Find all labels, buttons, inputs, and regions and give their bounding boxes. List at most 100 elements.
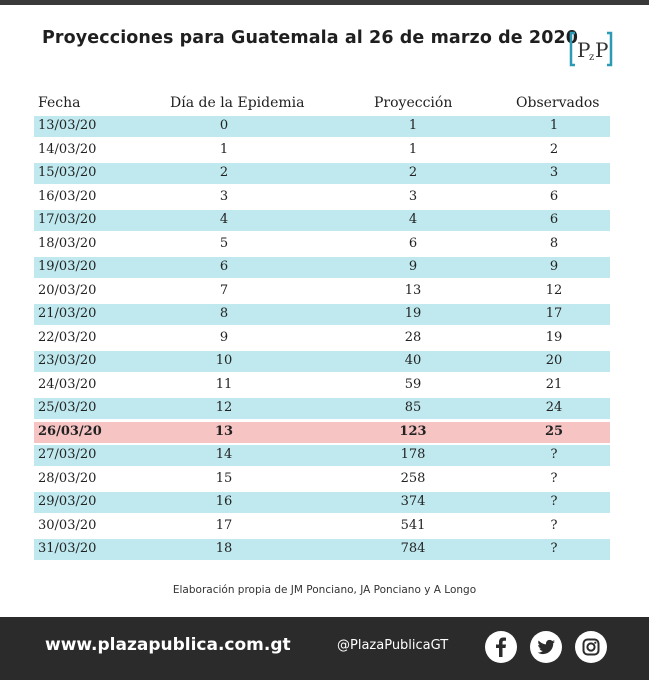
table-row: 15/03/20 2 2 3 <box>34 163 610 184</box>
cell-proyeccion: 2 <box>408 165 418 180</box>
table-row: 22/03/20 9 28 19 <box>34 328 610 349</box>
cell-proyeccion: 1 <box>408 141 418 157</box>
cell-observados: ? <box>550 517 558 533</box>
table-row: 21/03/20 8 19 17 <box>34 304 610 325</box>
table-row: 19/03/20 6 9 9 <box>34 257 610 278</box>
cell-fecha: 24/03/20 <box>38 376 97 392</box>
cell-fecha: 13/03/20 <box>38 118 97 133</box>
svg-text:P: P <box>577 38 590 62</box>
cell-observados: 20 <box>545 353 563 368</box>
credit-text: Elaboración propia de JM Ponciano, JA Po… <box>172 584 477 596</box>
cell-observados: 1 <box>549 118 559 133</box>
plaza-publica-logo[interactable]: P z P <box>569 31 613 67</box>
top-strip <box>0 0 649 5</box>
cell-fecha: 27/03/20 <box>38 447 97 462</box>
table-row: 17/03/20 4 4 6 <box>34 210 610 231</box>
svg-text:P: P <box>595 38 608 62</box>
cell-fecha: 17/03/20 <box>38 212 97 227</box>
cell-dia: 15 <box>215 470 233 486</box>
cell-fecha: 21/03/20 <box>38 306 97 321</box>
cell-dia: 1 <box>219 141 229 157</box>
instagram-icon[interactable] <box>575 631 607 663</box>
cell-proyeccion: 28 <box>404 329 422 345</box>
cell-observados: ? <box>550 470 558 486</box>
cell-dia: 2 <box>219 165 229 180</box>
projection-table: Fecha Día de la Epidemia Proyección Obse… <box>34 92 610 563</box>
cell-fecha: 22/03/20 <box>38 329 97 345</box>
table-row: 18/03/20 5 6 8 <box>34 234 610 255</box>
cell-fecha: 18/03/20 <box>38 235 97 251</box>
cell-fecha: 20/03/20 <box>38 282 97 298</box>
table-row: 16/03/20 3 3 6 <box>34 187 610 208</box>
cell-observados: 21 <box>545 376 563 392</box>
cell-dia: 13 <box>214 423 234 439</box>
cell-dia: 9 <box>219 329 229 345</box>
table-row: 28/03/20 15 258? <box>34 469 610 490</box>
cell-fecha: 19/03/20 <box>38 259 97 274</box>
cell-dia: 14 <box>215 447 233 462</box>
cell-observados: 25 <box>544 423 564 439</box>
cell-observados: 17 <box>545 306 563 321</box>
table-row: 30/03/20 17 541? <box>34 516 610 537</box>
cell-observados: 3 <box>549 165 559 180</box>
cell-dia: 0 <box>219 118 229 133</box>
table-row: 27/03/20 14 178? <box>34 445 610 466</box>
cell-proyeccion: 178 <box>400 447 426 462</box>
cell-dia: 18 <box>215 541 233 556</box>
cell-proyeccion: 784 <box>400 541 426 556</box>
cell-observados: ? <box>550 494 558 509</box>
cell-dia: 10 <box>215 353 233 368</box>
cell-fecha: 30/03/20 <box>38 517 97 533</box>
cell-dia: 11 <box>215 376 233 392</box>
table-row: 14/03/20 1 1 2 <box>34 140 610 161</box>
cell-observados: 9 <box>549 259 559 274</box>
cell-dia: 4 <box>219 212 229 227</box>
cell-dia: 6 <box>219 259 229 274</box>
cell-proyeccion: 19 <box>404 306 422 321</box>
cell-fecha: 29/03/20 <box>38 494 97 509</box>
cell-proyeccion: 4 <box>408 212 418 227</box>
twitter-handle[interactable]: @PlazaPublicaGT <box>337 638 449 653</box>
table-row: 20/03/20 7 13 12 <box>34 281 610 302</box>
header-dia: Día de la Epidemia <box>170 95 305 111</box>
cell-proyeccion: 40 <box>404 353 422 368</box>
table-row: 24/03/20 11 59 21 <box>34 375 610 396</box>
table-header: Fecha Día de la Epidemia Proyección Obse… <box>34 92 610 116</box>
facebook-icon[interactable] <box>485 631 517 663</box>
cell-dia: 16 <box>215 494 233 509</box>
cell-fecha: 15/03/20 <box>38 165 97 180</box>
cell-proyeccion: 374 <box>400 494 426 509</box>
cell-observados: ? <box>550 541 558 556</box>
cell-proyeccion: 59 <box>404 376 422 392</box>
cell-observados: 8 <box>549 235 559 251</box>
cell-fecha: 31/03/20 <box>38 541 97 556</box>
cell-proyeccion: 85 <box>404 400 422 415</box>
table-row: 25/03/20 12 85 24 <box>34 398 610 419</box>
cell-fecha: 14/03/20 <box>38 141 97 157</box>
cell-dia: 5 <box>219 235 229 251</box>
svg-text:z: z <box>589 52 594 63</box>
cell-fecha: 23/03/20 <box>38 353 97 368</box>
cell-proyeccion: 6 <box>408 235 418 251</box>
cell-proyeccion: 3 <box>408 188 418 204</box>
table-row: 13/03/20 0 1 1 <box>34 116 610 137</box>
table-body: 13/03/20 0 1 1 14/03/20 1 1 2 15/03/20 2 2 3 16/03/2… <box>34 116 610 560</box>
cell-proyeccion: 13 <box>404 282 422 298</box>
cell-dia: 3 <box>219 188 229 204</box>
cell-dia: 12 <box>215 400 233 415</box>
cell-proyeccion: 258 <box>400 470 426 486</box>
cell-observados: ? <box>550 447 558 462</box>
table-row: 31/03/20 18 784? <box>34 539 610 560</box>
header-fecha: Fecha <box>38 95 81 111</box>
cell-fecha: 28/03/20 <box>38 470 97 486</box>
cell-observados: 12 <box>545 282 563 298</box>
header-proyeccion: Proyección <box>374 95 453 111</box>
twitter-icon[interactable] <box>530 631 562 663</box>
chart-title: Proyecciones para Guatemala al 26 de mar… <box>42 28 579 48</box>
cell-observados: 6 <box>549 212 559 227</box>
cell-proyeccion: 123 <box>399 423 427 439</box>
cell-proyeccion: 1 <box>408 118 418 133</box>
website-link[interactable]: www.plazapublica.com.gt <box>45 635 291 655</box>
cell-dia: 7 <box>219 282 229 298</box>
cell-observados: 6 <box>549 188 559 204</box>
